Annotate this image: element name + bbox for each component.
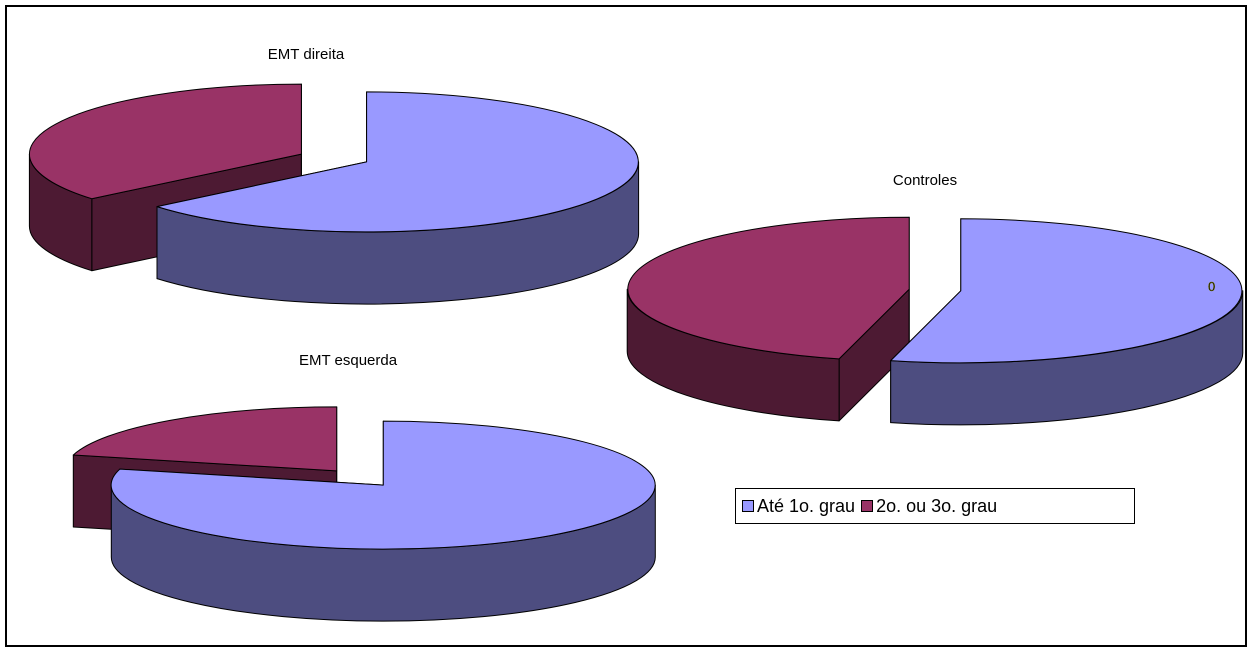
legend-entry-2o-ou-3o-grau: 2o. ou 3o. grau <box>861 496 997 517</box>
chart-legend: Até 1o. grau 2o. ou 3o. grau <box>735 488 1135 524</box>
pie-slice-1-0 <box>626 216 910 422</box>
legend-swatch-2o-ou-3o-grau <box>861 500 874 512</box>
pie-slice-2-1 <box>110 420 656 622</box>
pie-title-controles: Controles <box>892 172 958 189</box>
pie-emt-direita <box>28 83 640 305</box>
pie-slice-top <box>110 420 656 550</box>
pie-controles <box>626 216 1244 426</box>
legend-swatch-ate-1o-grau <box>742 500 754 512</box>
pie-title-emt-esquerda: EMT esquerda <box>298 352 398 369</box>
pie-controles-annotation: 0 <box>1208 279 1215 294</box>
pie-slice-top <box>156 91 639 233</box>
pie-emt-esquerda <box>72 406 656 622</box>
legend-entry-ate-1o-grau: Até 1o. grau <box>742 496 855 517</box>
pie-title-emt-direita: EMT direita <box>267 46 345 63</box>
legend-label-ate-1o-grau: Até 1o. grau <box>757 495 856 516</box>
pie-slice-1-1 <box>890 218 1244 426</box>
pie-slice-top <box>890 218 1243 364</box>
pie-slice-top <box>627 216 910 360</box>
legend-label-2o-ou-3o-grau: 2o. ou 3o. grau <box>876 495 998 516</box>
pie-slice-top <box>72 406 338 472</box>
pie-slice-0-1 <box>156 91 640 305</box>
pie-slice-top <box>28 83 302 200</box>
